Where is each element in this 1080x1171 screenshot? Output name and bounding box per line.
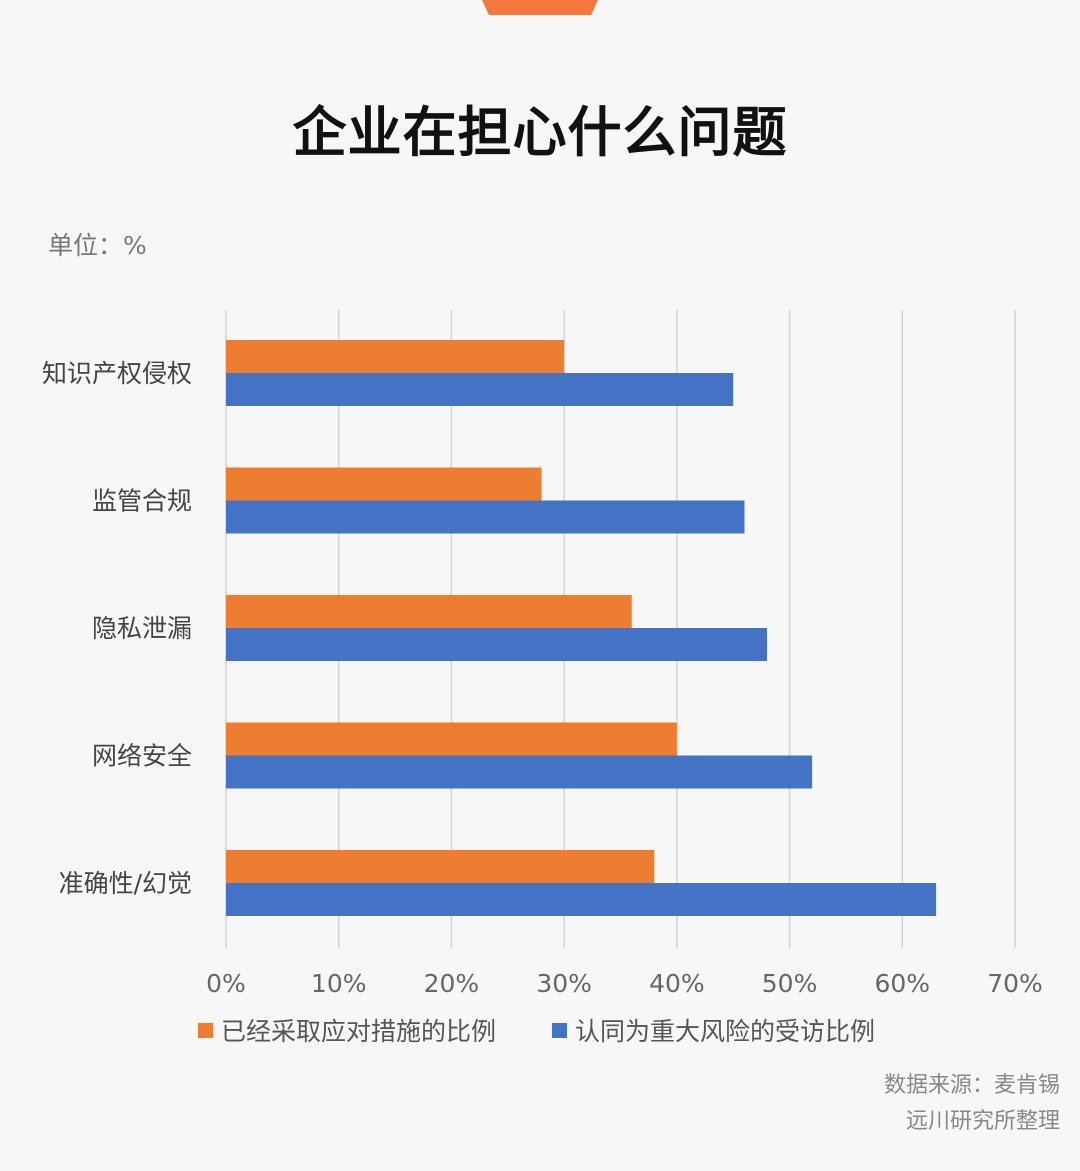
legend-swatch-blue	[552, 1022, 568, 1038]
page-title: 企业在担心什么问题	[292, 101, 788, 164]
bar-blue	[226, 373, 734, 406]
bar-orange	[226, 340, 565, 373]
legend: 已经采取应对措施的比例 认同为重大风险的受访比例	[198, 1012, 875, 1048]
bar-blue	[226, 628, 768, 661]
category-label: 准确性/幻觉	[59, 869, 192, 898]
bar-orange	[226, 722, 677, 756]
category-label: 网络安全	[92, 742, 192, 771]
unit-label: 单位：%	[48, 231, 147, 260]
bar-orange	[226, 467, 542, 501]
source-text: 数据来源：麦肯锡	[883, 1073, 1060, 1098]
x-tick-labels: 0% 10% 20% 30% 40% 50% 60% 70%	[206, 969, 1043, 998]
compiled-by-text: 远川研究所整理	[905, 1109, 1060, 1134]
x-tick-label: 10%	[311, 969, 367, 998]
category-label: 知识产权侵权	[42, 359, 192, 388]
bar-blue	[226, 500, 745, 534]
x-tick-label: 0%	[206, 969, 246, 998]
legend-label-orange: 已经采取应对措施的比例	[221, 1017, 497, 1046]
legend-swatch-orange	[198, 1022, 213, 1038]
x-tick-label: 60%	[874, 969, 930, 998]
x-tick-label: 30%	[536, 969, 592, 998]
x-tick-label: 40%	[649, 969, 705, 998]
x-tick-label: 70%	[987, 969, 1043, 998]
category-label: 隐私泄漏	[92, 614, 192, 643]
bars	[226, 340, 937, 916]
legend-label-blue: 认同为重大风险的受访比例	[575, 1017, 876, 1046]
source-note: 数据来源：麦肯锡 远川研究所整理	[884, 1068, 1060, 1140]
legend-item-orange: 已经采取应对措施的比例	[198, 1012, 496, 1048]
bar-blue	[226, 883, 937, 916]
bar-orange	[226, 595, 632, 628]
top-accent-tab	[482, 0, 598, 15]
category-label: 监管合规	[92, 487, 192, 516]
x-tick-label: 50%	[762, 969, 818, 998]
bar-blue	[226, 755, 813, 789]
x-tick-label: 20%	[424, 969, 480, 998]
legend-item-blue: 认同为重大风险的受访比例	[552, 1012, 875, 1048]
bar-orange	[226, 850, 655, 883]
